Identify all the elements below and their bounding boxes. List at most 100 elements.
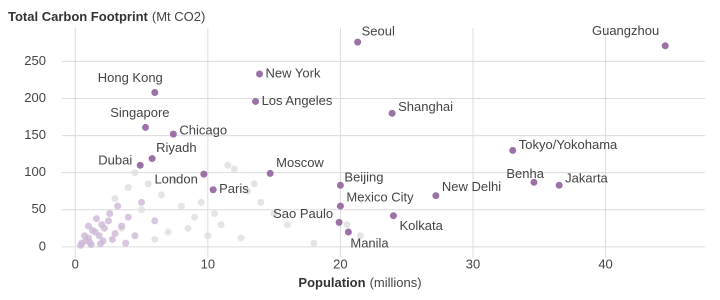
point — [244, 187, 252, 195]
point — [555, 181, 563, 189]
point-label: Kolkata — [399, 218, 443, 233]
y-tick-label: 100 — [24, 164, 46, 179]
point-label: Jakarta — [565, 171, 608, 186]
point — [356, 232, 364, 240]
point — [237, 234, 245, 242]
point — [335, 218, 343, 226]
point — [151, 217, 159, 225]
point — [136, 161, 144, 169]
x-tick-label: 10 — [201, 256, 215, 271]
point-label: Mexico City — [346, 190, 414, 205]
point — [336, 181, 344, 189]
point-label: New Delhi — [442, 179, 501, 194]
point-label: Moscow — [276, 155, 324, 170]
point — [171, 176, 179, 184]
point-label: Guangzhou — [592, 23, 659, 38]
point — [230, 165, 238, 173]
point — [148, 155, 156, 163]
point — [256, 70, 264, 78]
point — [144, 180, 152, 188]
point — [122, 239, 130, 247]
point-label: Shanghai — [398, 99, 453, 114]
point — [224, 161, 232, 169]
point-label: Paris — [219, 181, 249, 196]
chart-title: Total Carbon Footprint (Mt CO2) — [8, 9, 205, 24]
point — [252, 97, 260, 105]
point — [111, 195, 119, 203]
point-label: Seoul — [362, 24, 395, 39]
point — [530, 178, 538, 186]
point — [86, 238, 94, 246]
point — [250, 180, 258, 188]
y-tick-label: 250 — [24, 53, 46, 68]
point-label: Riyadh — [156, 140, 196, 155]
point — [151, 89, 159, 97]
point — [661, 42, 669, 50]
point — [344, 228, 352, 236]
point-label: Hong Kong — [98, 70, 163, 85]
point — [138, 206, 146, 214]
point — [88, 227, 96, 235]
point — [124, 213, 132, 221]
y-tick-label: 0 — [39, 238, 46, 253]
point — [200, 170, 208, 178]
point-label: Dubai — [98, 153, 132, 168]
title-unit: (Mt CO2) — [152, 9, 205, 24]
point — [509, 146, 517, 154]
point — [151, 235, 159, 243]
y-tick-label: 150 — [24, 127, 46, 142]
point-label: London — [154, 172, 197, 187]
y-tick-label: 200 — [24, 90, 46, 105]
point — [283, 221, 291, 229]
point — [131, 169, 139, 177]
point-label: Benha — [506, 166, 544, 181]
point — [191, 213, 199, 221]
point — [177, 202, 185, 210]
point — [142, 123, 150, 131]
point — [92, 215, 100, 223]
x-label-unit: (millions) — [370, 275, 422, 290]
y-tick-label: 50 — [32, 201, 46, 216]
title-main: Total Carbon Footprint — [8, 9, 149, 24]
point — [95, 232, 103, 240]
point — [104, 217, 112, 225]
point-label: Sao Paulo — [273, 206, 333, 221]
point — [336, 202, 344, 210]
point — [108, 235, 116, 243]
x-label-main: Population — [298, 275, 365, 290]
point — [100, 224, 108, 232]
point — [197, 198, 205, 206]
point — [432, 192, 440, 200]
point — [81, 232, 89, 240]
x-tick-label: 30 — [466, 256, 480, 271]
x-tick-label: 20 — [333, 256, 347, 271]
point — [124, 184, 132, 192]
point — [257, 198, 265, 206]
point — [389, 212, 397, 220]
point — [217, 221, 225, 229]
point — [157, 191, 165, 199]
point — [204, 232, 212, 240]
point — [310, 239, 318, 247]
x-tick-label: 0 — [72, 256, 79, 271]
point-label: Tokyo/Yokohama — [519, 137, 618, 152]
point — [343, 221, 351, 229]
point — [96, 240, 104, 248]
point — [270, 209, 278, 217]
x-axis-title: Population (millions) — [298, 275, 421, 290]
point — [85, 222, 93, 230]
point — [138, 198, 146, 206]
point — [111, 230, 119, 238]
point — [184, 224, 192, 232]
point — [118, 222, 126, 230]
point-label: Beijing — [344, 170, 383, 185]
point-label: Chicago — [179, 123, 227, 138]
point-label: Singapore — [110, 105, 169, 120]
point — [210, 209, 218, 217]
point — [106, 209, 114, 217]
point-label: Manila — [350, 235, 389, 250]
point — [114, 202, 122, 210]
point — [266, 169, 274, 177]
point — [131, 232, 139, 240]
point-label: New York — [266, 65, 321, 80]
